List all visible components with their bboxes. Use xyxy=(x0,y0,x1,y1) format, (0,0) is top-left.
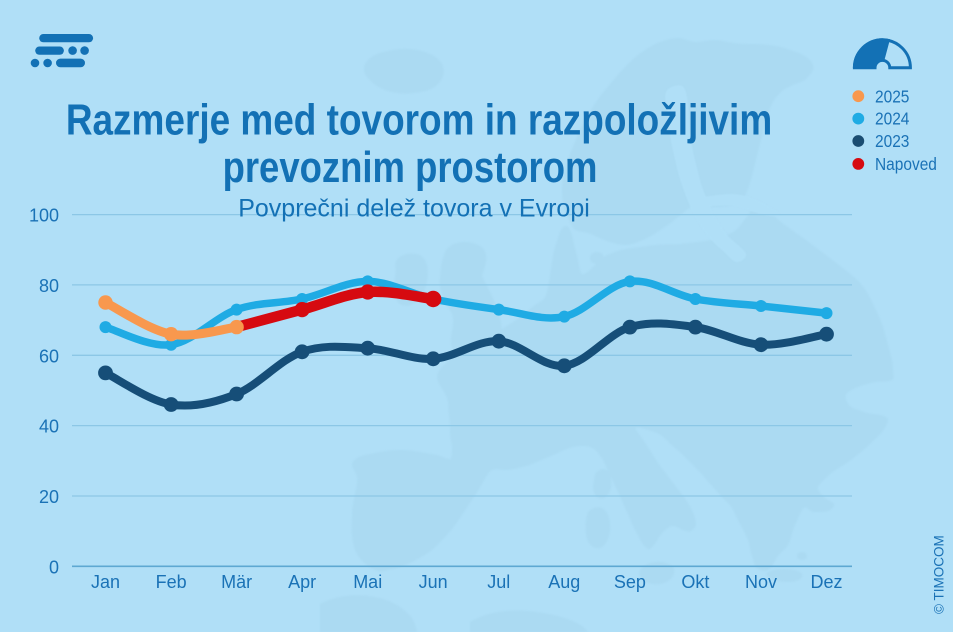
svg-text:Aug: Aug xyxy=(548,572,580,592)
svg-text:20: 20 xyxy=(39,487,59,507)
svg-text:Jul: Jul xyxy=(487,572,510,592)
svg-text:prevoznim prostorom: prevoznim prostorom xyxy=(223,142,598,192)
svg-text:Povprečni delež tovora v Evrop: Povprečni delež tovora v Evropi xyxy=(238,194,590,222)
svg-text:60: 60 xyxy=(39,346,59,366)
svg-text:0: 0 xyxy=(49,557,59,577)
svg-text:Napoved: Napoved xyxy=(875,154,937,174)
svg-text:© TIMOCOM: © TIMOCOM xyxy=(932,535,947,614)
svg-text:2025: 2025 xyxy=(875,86,909,106)
svg-text:Okt: Okt xyxy=(681,572,709,592)
svg-text:2024: 2024 xyxy=(875,109,909,129)
svg-text:Feb: Feb xyxy=(156,572,187,592)
svg-text:Jun: Jun xyxy=(419,572,448,592)
svg-text:Dez: Dez xyxy=(810,572,842,592)
svg-text:Nov: Nov xyxy=(745,572,777,592)
svg-text:80: 80 xyxy=(39,276,59,296)
svg-text:Razmerje med tovorom in razpol: Razmerje med tovorom in razpoložljivim xyxy=(66,95,772,145)
svg-text:Apr: Apr xyxy=(288,572,316,592)
svg-text:Mai: Mai xyxy=(353,572,382,592)
svg-text:100: 100 xyxy=(29,206,59,226)
svg-text:Mär: Mär xyxy=(221,572,252,592)
svg-text:40: 40 xyxy=(39,417,59,437)
svg-text:Jan: Jan xyxy=(91,572,120,592)
svg-text:2023: 2023 xyxy=(875,131,909,151)
svg-text:Sep: Sep xyxy=(614,572,646,592)
